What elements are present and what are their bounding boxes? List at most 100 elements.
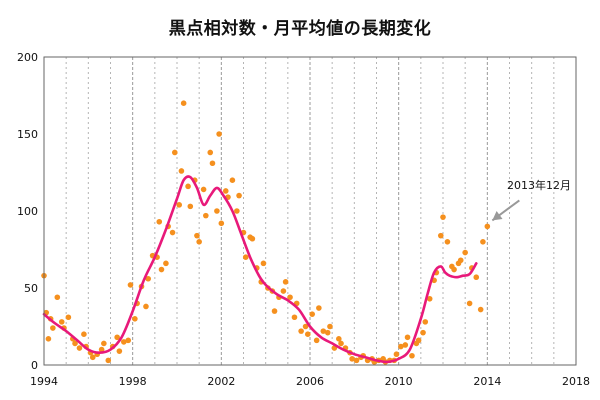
monthly-point	[302, 323, 309, 330]
annotation-arrowhead	[492, 211, 503, 221]
monthly-point	[473, 274, 480, 281]
gridlines	[65, 57, 555, 365]
monthly-point	[125, 337, 132, 344]
monthly-point	[203, 212, 209, 219]
monthly-point	[234, 208, 240, 214]
x-tick-labels: 1994 1998 2002 2006 2010 2014 2018	[30, 375, 590, 388]
monthly-point	[393, 351, 400, 358]
monthly-point	[229, 177, 236, 183]
monthly-point	[338, 340, 344, 347]
monthly-point	[127, 282, 134, 288]
monthly-point	[444, 239, 451, 245]
monthly-point	[132, 316, 138, 322]
monthly-point	[313, 337, 320, 344]
monthly-point	[187, 203, 194, 210]
monthly-point	[145, 275, 151, 282]
monthly-point	[178, 168, 185, 174]
monthly-point	[420, 329, 426, 336]
monthly-point	[398, 343, 404, 350]
monthly-point	[196, 239, 202, 245]
monthly-point	[404, 334, 411, 341]
monthly-point	[316, 305, 322, 311]
monthly-point	[484, 223, 491, 230]
monthly-point	[200, 186, 207, 193]
y-tick-label: 50	[24, 282, 38, 295]
monthly-point	[462, 249, 468, 256]
monthly-point	[143, 303, 149, 310]
monthly-point	[336, 336, 342, 342]
monthly-point	[422, 319, 429, 325]
monthly-point	[249, 235, 256, 242]
monthly-point	[480, 239, 486, 245]
x-tick-label: 2002	[207, 375, 235, 388]
monthly-point	[353, 357, 360, 364]
x-tick-label: 2018	[562, 375, 590, 388]
monthly-point	[194, 232, 200, 239]
monthly-point	[207, 149, 214, 156]
monthly-point	[176, 202, 183, 208]
monthly-point	[54, 294, 61, 301]
x-tick-label: 2010	[385, 375, 413, 388]
monthly-point	[409, 352, 415, 359]
monthly-point	[169, 229, 176, 236]
chart-title: 黒点相対数・月平均値の長期変化	[168, 19, 432, 39]
x-tick-label: 1994	[30, 375, 58, 388]
monthly-point	[81, 331, 87, 338]
monthly-point	[304, 331, 311, 338]
monthly-point	[156, 218, 163, 225]
y-tick-label: 200	[17, 51, 38, 64]
monthly-point	[105, 357, 112, 364]
monthly-point	[260, 260, 267, 267]
y-tick-label: 100	[17, 205, 38, 218]
y-tick-label: 150	[17, 128, 38, 141]
annotation-label: 2013年12月	[507, 178, 571, 192]
x-tick-label: 1998	[119, 375, 147, 388]
monthly-point	[236, 192, 242, 199]
monthly-point	[426, 295, 433, 302]
monthly-point	[209, 160, 216, 167]
x-tick-label: 2014	[473, 375, 501, 388]
monthly-point	[320, 328, 327, 334]
monthly-point	[327, 323, 333, 330]
monthly-point	[58, 319, 65, 325]
monthly-point	[45, 336, 52, 342]
monthly-point	[242, 254, 249, 260]
monthly-point	[457, 257, 464, 264]
monthly-point	[437, 232, 444, 239]
monthly-point	[218, 220, 225, 227]
monthly-point	[50, 325, 56, 331]
monthly-point	[282, 279, 289, 285]
monthly-point	[440, 214, 446, 220]
monthly-point	[402, 342, 409, 348]
monthly-point	[121, 339, 127, 345]
monthly-point	[158, 266, 165, 273]
monthly-point	[214, 208, 220, 214]
y-tick-label: 0	[31, 359, 38, 372]
monthly-point	[287, 294, 293, 301]
monthly-point	[171, 149, 178, 156]
monthly-point	[180, 100, 187, 106]
monthly-point	[309, 311, 316, 317]
x-tick-label: 2006	[296, 375, 324, 388]
monthly-point	[280, 288, 287, 294]
monthly-point	[349, 356, 355, 362]
y-tick-labels: 0 50 100 150 200	[17, 51, 38, 372]
monthly-point	[89, 354, 96, 361]
monthly-point	[298, 328, 304, 334]
monthly-point	[76, 345, 83, 351]
monthly-point	[271, 308, 278, 314]
monthly-point	[185, 183, 191, 190]
monthly-point	[163, 260, 169, 267]
monthly-point	[466, 300, 473, 307]
monthly-point	[101, 340, 107, 347]
monthly-point	[477, 306, 484, 313]
smoothed-line	[42, 175, 478, 364]
smoothed-series	[42, 175, 478, 364]
monthly-point	[324, 329, 331, 336]
monthly-point	[415, 337, 422, 344]
monthly-point	[65, 314, 72, 321]
monthly-point	[222, 188, 229, 194]
monthly-point	[116, 348, 123, 354]
monthly-point	[451, 266, 457, 273]
